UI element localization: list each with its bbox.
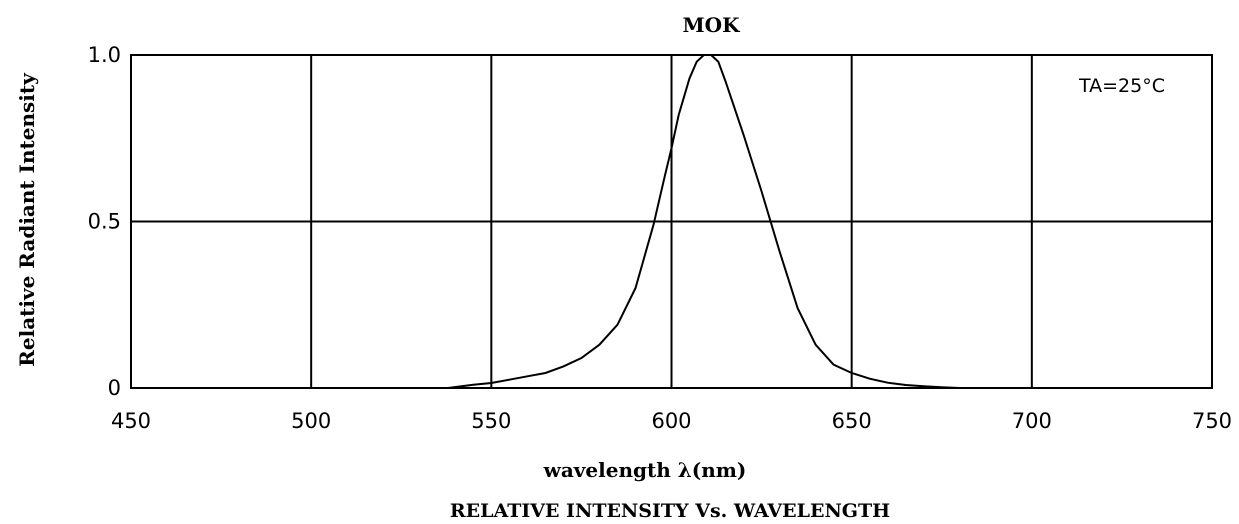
y-axis-label: Relative Radiant Intensity: [15, 72, 39, 367]
x-tick-label: 600: [651, 409, 691, 433]
x-tick-label: 500: [291, 409, 331, 433]
x-tick-label: 700: [1012, 409, 1052, 433]
x-tick-labels: 450 500 550 600 650 700 750: [111, 409, 1232, 433]
series-line: [447, 54, 960, 389]
x-tick-label: 650: [832, 409, 872, 433]
plot-frame: [130, 54, 1213, 389]
x-tick-label: 750: [1192, 409, 1232, 433]
y-tick-label: 0: [108, 376, 121, 400]
temperature-note: TA=25°C: [1078, 75, 1165, 97]
y-tick-labels: 0 0.5 1.0: [88, 43, 121, 400]
chart-title: MOK: [683, 13, 741, 37]
y-tick-label: 0.5: [88, 210, 121, 234]
x-tick-label: 450: [111, 409, 151, 433]
x-tick-label: 550: [471, 409, 511, 433]
chart-caption: RELATIVE INTENSITY Vs. WAVELENGTH: [450, 500, 890, 522]
y-tick-label: 1.0: [88, 43, 121, 67]
x-axis-label: wavelength λ(nm): [543, 458, 747, 482]
grid: [131, 55, 1212, 388]
